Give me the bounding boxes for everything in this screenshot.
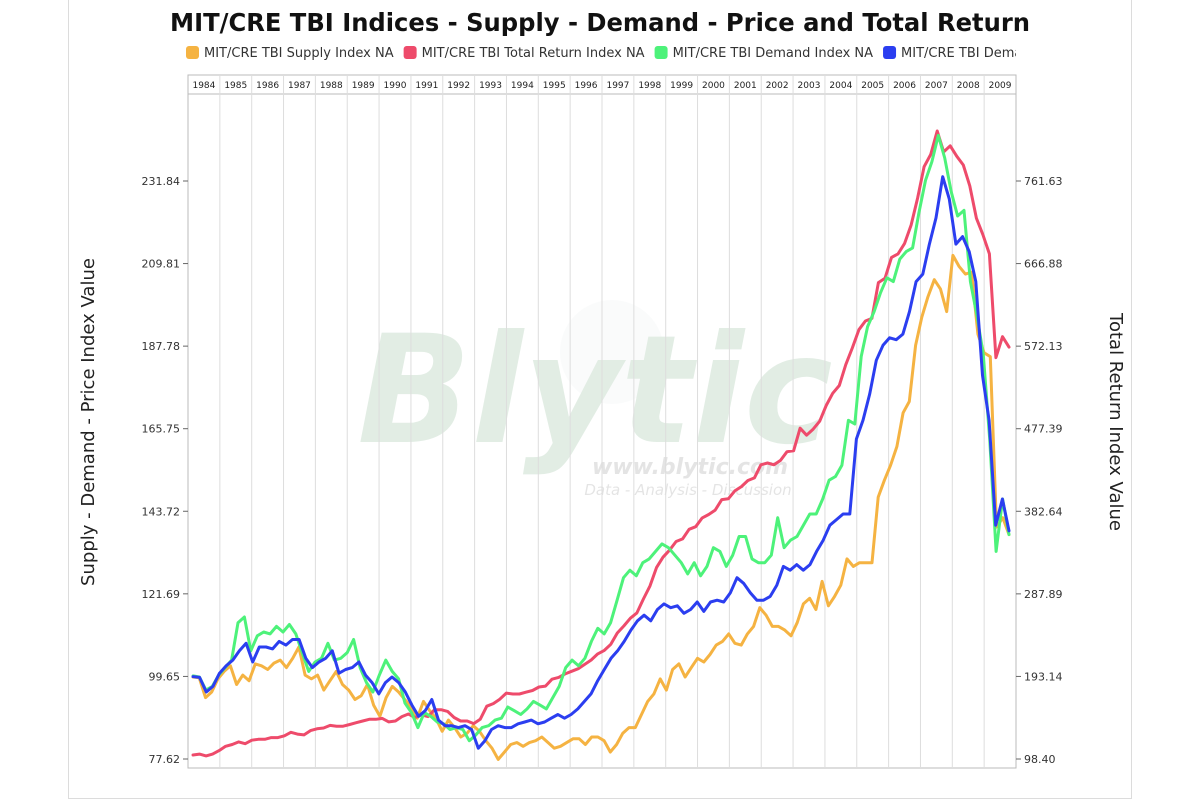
year-label: 2001 <box>734 81 757 91</box>
left-tick-label: 165.75 <box>142 423 181 436</box>
year-label: 1984 <box>192 81 215 91</box>
year-label: 1997 <box>606 81 629 91</box>
year-label: 2003 <box>798 81 821 91</box>
series-line-1 <box>191 253 1011 761</box>
left-tick-label: 187.78 <box>142 340 181 353</box>
year-label: 2007 <box>925 81 948 91</box>
year-label: 2008 <box>957 81 980 91</box>
year-label: 2002 <box>766 81 789 91</box>
watermark-glow <box>560 300 664 404</box>
year-label: 1986 <box>256 81 279 91</box>
legend-label: MIT/CRE TBI Total Return Index NA <box>422 46 645 61</box>
year-label: 2000 <box>702 81 725 91</box>
watermark-brand: Blytic <box>357 304 833 478</box>
year-label: 1989 <box>352 81 375 91</box>
legend-swatch <box>403 46 417 59</box>
left-tick-label: 99.65 <box>149 670 181 683</box>
legend-label: MIT/CRE TBI Demand Index NA <box>673 46 874 61</box>
legend-label: MIT/CRE TBI Supply Index NA <box>204 46 394 61</box>
year-label: 2004 <box>829 81 852 91</box>
year-label: 1988 <box>320 81 343 91</box>
left-tick-label: 77.62 <box>149 753 181 766</box>
watermark: Blytic www.blytic.com Data - Analysis - … <box>357 300 833 499</box>
legend-swatch <box>883 46 897 59</box>
right-tick-label: 572.13 <box>1024 340 1063 353</box>
year-label: 2009 <box>989 81 1012 91</box>
watermark-tagline: Data - Analysis - Discussion <box>584 481 791 499</box>
left-axis-ticks: 77.62 99.65 121.69 143.72 165.75 187.78 209.81… <box>142 175 188 766</box>
year-label: 1998 <box>638 81 661 91</box>
right-tick-label: 98.40 <box>1024 753 1056 766</box>
year-label: 1992 <box>447 81 470 91</box>
series-line-3 <box>191 133 1011 743</box>
right-tick-label: 761.63 <box>1024 175 1063 188</box>
legend-items: MIT/CRE TBI Supply Index NA MIT/CRE TBI T… <box>186 46 1102 61</box>
year-grid: 1984 1985 1986 1987 1988 1989 1990 1991 1992 1993… <box>192 75 1012 768</box>
left-tick-label: 209.81 <box>142 258 181 271</box>
legend-label: MIT/CRE TBI Demand Index NA <box>901 46 1102 61</box>
series-lines <box>191 129 1011 761</box>
legend-swatch <box>654 46 668 59</box>
legend: MIT/CRE TBI Supply Index NA MIT/CRE TBI T… <box>186 46 1102 61</box>
year-label: 1990 <box>384 81 407 91</box>
legend-swatch <box>186 46 199 59</box>
year-label: 1994 <box>511 81 534 91</box>
year-label: 1993 <box>479 81 502 91</box>
right-axis-label: Total Return Index Value <box>1105 312 1126 531</box>
right-axis-ticks: 98.40 193.14 287.89 382.64 477.39 572.13 666.8… <box>1016 175 1063 766</box>
right-tick-label: 382.64 <box>1024 505 1063 518</box>
chart-title: MIT/CRE TBI Indices - Supply - Demand - … <box>170 8 1030 37</box>
year-label: 2006 <box>893 81 916 91</box>
left-tick-label: 143.72 <box>142 505 181 518</box>
left-tick-label: 121.69 <box>142 588 181 601</box>
left-axis-label: Supply - Demand - Price Index Value <box>78 258 99 586</box>
year-label: 1987 <box>288 81 311 91</box>
right-tick-label: 193.14 <box>1024 670 1063 683</box>
year-label: 1999 <box>670 81 693 91</box>
left-tick-label: 231.84 <box>142 175 181 188</box>
right-tick-label: 666.88 <box>1024 258 1063 271</box>
year-label: 1995 <box>543 81 566 91</box>
year-label: 2005 <box>861 81 884 91</box>
year-label: 1985 <box>224 81 247 91</box>
year-label: 1991 <box>415 81 438 91</box>
year-label: 1996 <box>575 81 598 91</box>
series-line-4 <box>191 175 1011 750</box>
right-tick-label: 477.39 <box>1024 423 1063 436</box>
right-tick-label: 287.89 <box>1024 588 1063 601</box>
